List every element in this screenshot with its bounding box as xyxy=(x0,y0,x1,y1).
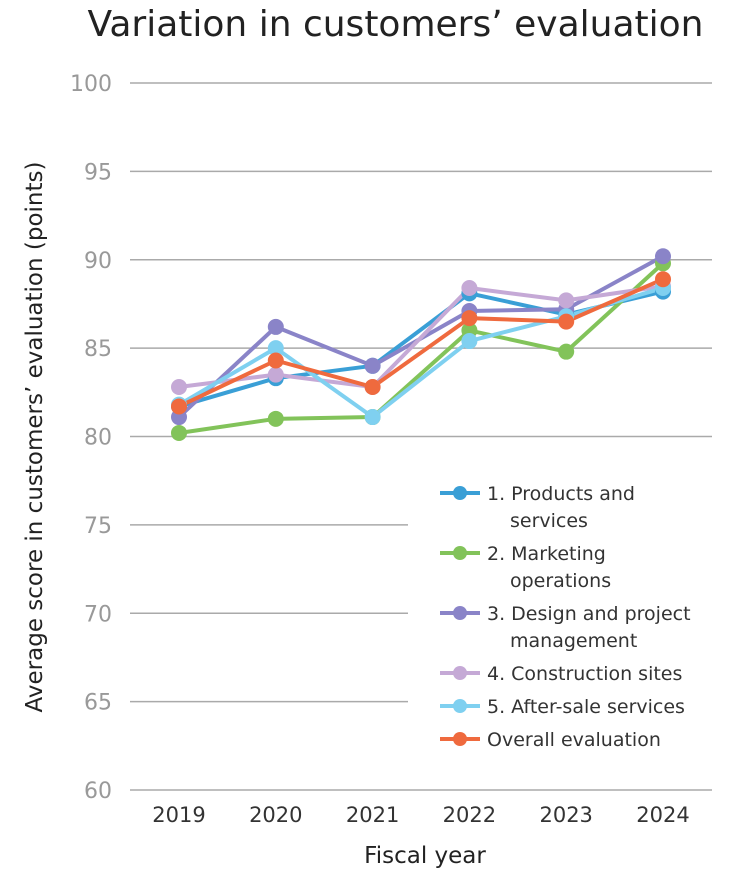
y-tick-label: 85 xyxy=(84,337,112,362)
legend-label: operations xyxy=(510,570,611,592)
x-tick-label: 2022 xyxy=(443,803,496,827)
legend-label: 4. Construction sites xyxy=(487,663,682,685)
data-point xyxy=(364,409,381,426)
legend-label: 1. Products and xyxy=(487,483,635,505)
x-axis-label: Fiscal year xyxy=(364,843,486,869)
x-tick-label: 2021 xyxy=(346,803,399,827)
legend-marker xyxy=(453,486,467,500)
legend-label: services xyxy=(510,510,588,532)
series-line xyxy=(178,277,664,409)
y-tick-label: 65 xyxy=(84,691,112,716)
chart-title: Variation in customers’ evaluation xyxy=(87,4,704,45)
y-tick-label: 75 xyxy=(84,514,112,539)
legend-marker xyxy=(453,606,467,620)
data-point xyxy=(267,410,284,427)
legend-label: 3. Design and project xyxy=(487,603,691,625)
legend-label: management xyxy=(510,630,637,652)
legend-marker xyxy=(453,546,467,560)
y-tick-label: 70 xyxy=(84,602,112,627)
y-tick-label: 90 xyxy=(84,249,112,274)
data-point xyxy=(655,271,671,288)
x-tick-label: 2019 xyxy=(152,803,205,827)
data-point xyxy=(267,352,284,369)
data-point xyxy=(655,248,671,265)
y-tick-label: 60 xyxy=(84,779,112,804)
x-tick-label: 2020 xyxy=(249,803,302,827)
data-point xyxy=(267,366,284,383)
legend-label: 5. After-sale services xyxy=(487,696,685,718)
legend-label: 2. Marketing xyxy=(487,543,606,565)
data-point xyxy=(171,424,187,441)
data-point xyxy=(364,379,381,396)
x-tick-label: 2024 xyxy=(636,803,689,827)
data-point xyxy=(461,333,478,350)
data-point xyxy=(461,310,478,327)
y-tick-label: 80 xyxy=(84,426,112,451)
y-axis-label: Average score in customers’ evaluation (… xyxy=(22,162,48,713)
legend-marker xyxy=(453,732,467,746)
legend-label: Overall evaluation xyxy=(487,729,661,751)
data-point xyxy=(558,343,575,360)
data-point xyxy=(267,318,284,335)
series-line xyxy=(178,284,664,390)
y-tick-label: 100 xyxy=(70,72,112,97)
legend-marker xyxy=(453,666,467,680)
data-point xyxy=(171,398,187,415)
data-point xyxy=(461,280,478,297)
data-point xyxy=(171,379,187,396)
data-point xyxy=(558,292,575,309)
legend-marker xyxy=(453,699,467,713)
y-tick-label: 95 xyxy=(84,160,112,185)
series-line xyxy=(177,286,664,420)
data-point xyxy=(558,313,575,330)
x-tick-label: 2023 xyxy=(539,803,592,827)
data-point xyxy=(267,340,284,357)
data-point xyxy=(364,357,381,374)
series-line xyxy=(178,261,665,435)
